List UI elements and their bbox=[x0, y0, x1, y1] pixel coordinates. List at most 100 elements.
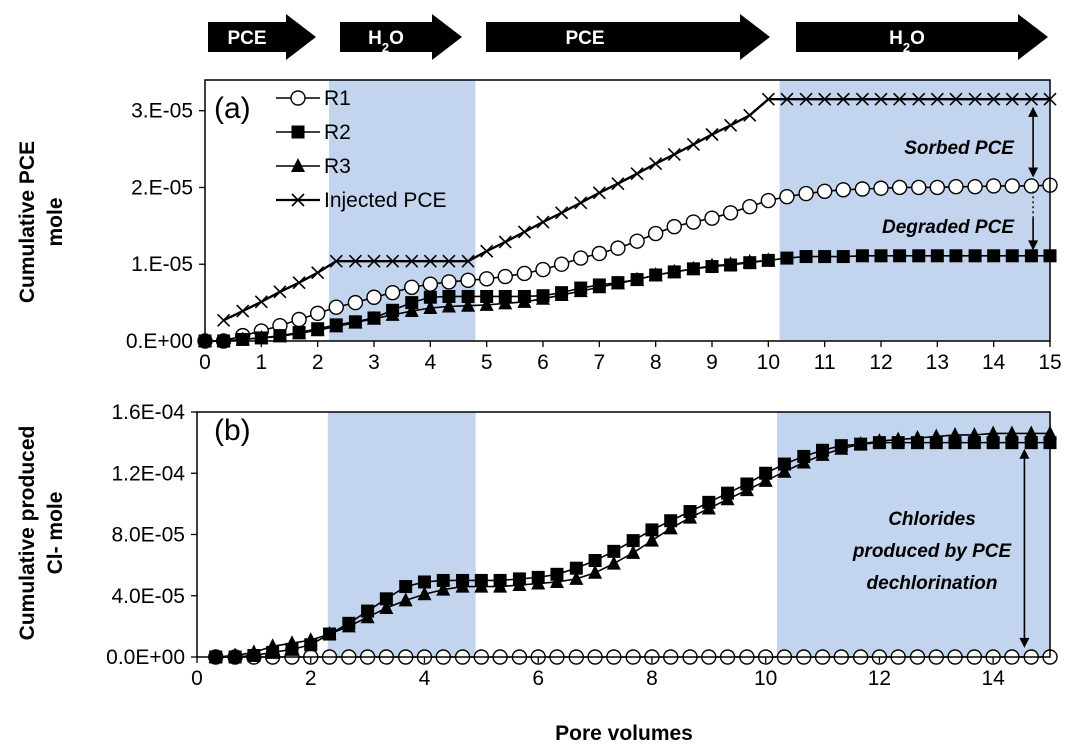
data-point-injected-pce bbox=[912, 92, 926, 106]
data-point-injected-pce bbox=[987, 92, 1001, 106]
data-point-r2 bbox=[436, 573, 450, 587]
panel-a-x-ticks: 0 1 2 3 4 5 6 7 8 9 10 11 12 13 14 15 bbox=[199, 341, 1062, 374]
data-point-r1 bbox=[1023, 178, 1040, 194]
data-point-injected-pce bbox=[649, 157, 663, 171]
data-point-r3 bbox=[517, 293, 532, 308]
data-point-r2 bbox=[461, 289, 475, 303]
data-point-r1 bbox=[347, 294, 364, 311]
panel-b-shaded-phase-1 bbox=[327, 412, 476, 657]
data-point-r3 bbox=[986, 425, 1001, 440]
phase-arrow-4 bbox=[796, 14, 1048, 60]
data-point-injected-pce bbox=[236, 304, 250, 318]
data-point-r3 bbox=[592, 279, 607, 294]
data-point-r2 bbox=[968, 249, 982, 263]
data-point-r3 bbox=[667, 263, 682, 278]
data-point-r3 bbox=[461, 297, 476, 312]
data-point-r1 bbox=[891, 179, 908, 196]
data-point-r3 bbox=[272, 328, 287, 343]
data-point-injected-pce bbox=[480, 244, 494, 258]
data-point-r3 bbox=[536, 290, 550, 305]
data-point-r3 bbox=[761, 252, 776, 267]
data-point-r3 bbox=[423, 299, 438, 314]
data-point-r2 bbox=[480, 289, 494, 303]
data-point-injected-pce bbox=[498, 235, 512, 249]
data-point-injected-pce bbox=[855, 92, 869, 106]
data-point-r3 bbox=[834, 440, 849, 455]
data-point-r1 bbox=[309, 305, 326, 322]
data-point-r3 bbox=[606, 555, 621, 570]
annotation-sorbed-pce: Sorbed PCE bbox=[904, 138, 1015, 159]
data-point-r1 bbox=[291, 311, 307, 328]
data-point-injected-pce bbox=[292, 276, 306, 290]
data-point-injected-pce bbox=[461, 254, 475, 268]
data-point-r1 bbox=[1004, 178, 1020, 194]
data-point-injected-pce bbox=[724, 118, 738, 132]
phase-arrow-2 bbox=[340, 14, 462, 60]
data-point-r3 bbox=[630, 271, 645, 286]
data-point-r3 bbox=[723, 256, 738, 271]
data-point-injected-pce bbox=[367, 254, 381, 268]
data-point-injected-pce bbox=[273, 285, 287, 299]
data-point-r3 bbox=[742, 253, 757, 268]
data-point-r3 bbox=[265, 638, 280, 653]
data-point-r3 bbox=[441, 298, 456, 313]
y-tick-label: 1.E-05 bbox=[131, 253, 193, 276]
data-point-r3 bbox=[588, 564, 603, 579]
panel-b-series-r3 bbox=[208, 425, 1057, 663]
data-point-r3 bbox=[303, 632, 318, 647]
y-tick-label: 8.0E-05 bbox=[111, 524, 185, 547]
data-point-r3 bbox=[479, 296, 494, 311]
data-point-r1 bbox=[985, 178, 1002, 194]
data-point-r2 bbox=[780, 251, 794, 265]
x-tick-label: 14 bbox=[982, 351, 1006, 374]
data-point-r3 bbox=[644, 532, 659, 547]
y-tick-label: 1.2E-04 bbox=[111, 462, 185, 485]
data-point-r1 bbox=[685, 214, 702, 230]
data-point-r3 bbox=[815, 446, 830, 461]
data-point-r1 bbox=[535, 261, 551, 278]
data-point-injected-pce bbox=[1005, 92, 1019, 106]
data-point-r3 bbox=[549, 573, 564, 588]
data-point-r3 bbox=[1024, 425, 1039, 440]
sorbed-arrow-head-down bbox=[1028, 167, 1039, 178]
data-point-r3 bbox=[573, 283, 588, 298]
data-point-r2 bbox=[987, 249, 1001, 263]
x-tick-label: 12 bbox=[869, 351, 892, 374]
sorbed-arrow-head-up bbox=[1028, 106, 1039, 117]
x-tick-label: 10 bbox=[754, 667, 777, 690]
data-point-r3 bbox=[739, 482, 754, 497]
panel-a-annotations: Sorbed PCE Degraded PCE bbox=[882, 106, 1039, 251]
data-point-injected-pce bbox=[555, 206, 569, 220]
data-point-r3 bbox=[348, 314, 363, 329]
data-point-r3 bbox=[322, 626, 337, 641]
x-tick-label: 6 bbox=[537, 351, 549, 374]
data-point-r2 bbox=[417, 575, 431, 589]
data-point-injected-pce bbox=[405, 254, 419, 268]
data-point-r3 bbox=[360, 609, 375, 624]
annotation-chlorides-line-2: produced by PCE bbox=[852, 541, 1013, 562]
phase-arrows: PCE H2O PCE H2O bbox=[208, 14, 1048, 60]
data-point-r1 bbox=[573, 250, 589, 266]
data-point-r3 bbox=[872, 433, 887, 448]
data-point-r2 bbox=[405, 296, 419, 310]
data-point-injected-pce bbox=[442, 254, 456, 268]
chlorides-arrow-head-down bbox=[1019, 637, 1030, 648]
data-point-r1 bbox=[967, 179, 983, 195]
y-tick-label: 1.6E-04 bbox=[111, 401, 185, 424]
data-point-injected-pce bbox=[667, 147, 681, 162]
panel-a-y-label-line1: Cumulative PCE bbox=[16, 141, 39, 303]
x-tick-label: 9 bbox=[706, 351, 718, 374]
data-point-injected-pce bbox=[592, 186, 606, 200]
data-point-injected-pce bbox=[254, 295, 268, 309]
data-point-r3 bbox=[777, 463, 792, 478]
data-point-r3 bbox=[367, 310, 381, 325]
data-point-r3 bbox=[512, 577, 527, 592]
data-point-r3 bbox=[474, 578, 489, 593]
data-point-injected-pce bbox=[705, 127, 719, 142]
x-tick-label: 7 bbox=[593, 351, 605, 374]
data-point-r3 bbox=[417, 586, 432, 601]
data-point-r2 bbox=[1005, 249, 1019, 263]
panel-b-label: (b) bbox=[214, 414, 251, 447]
data-point-r3 bbox=[385, 306, 400, 321]
